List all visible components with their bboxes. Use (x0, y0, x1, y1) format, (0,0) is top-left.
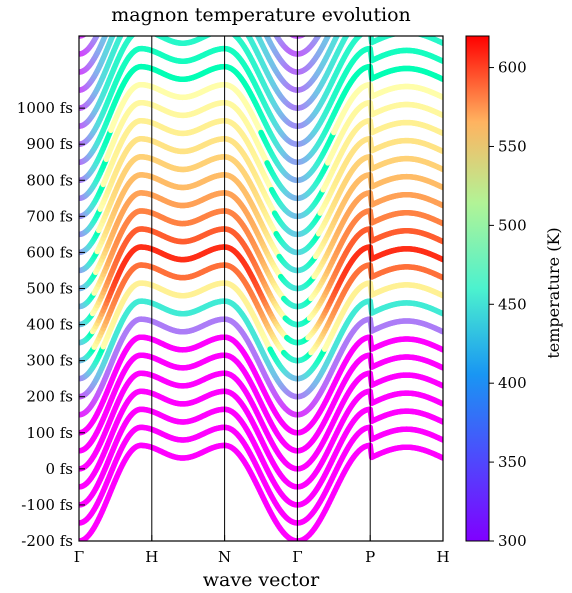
magnon-series-14 (79, 190, 443, 292)
magnon-series-10 (79, 262, 443, 364)
magnon-series-7 (79, 316, 443, 418)
magnon-series-5 (79, 352, 443, 454)
magnon-series-3 (79, 388, 443, 490)
magnon-series-1 (79, 424, 443, 526)
chart-title: magnon temperature evolution (111, 4, 411, 26)
magnon-series-11 (79, 244, 443, 346)
magnon-series-13 (79, 208, 443, 310)
magnon-series-4 (79, 370, 443, 472)
magnon-series-0 (79, 442, 443, 541)
magnon-series-9 (79, 280, 443, 382)
magnon-series-2 (79, 406, 443, 508)
magnon-series-6 (79, 334, 443, 436)
plot-area (79, 36, 443, 541)
magnon-series-8 (79, 298, 443, 400)
